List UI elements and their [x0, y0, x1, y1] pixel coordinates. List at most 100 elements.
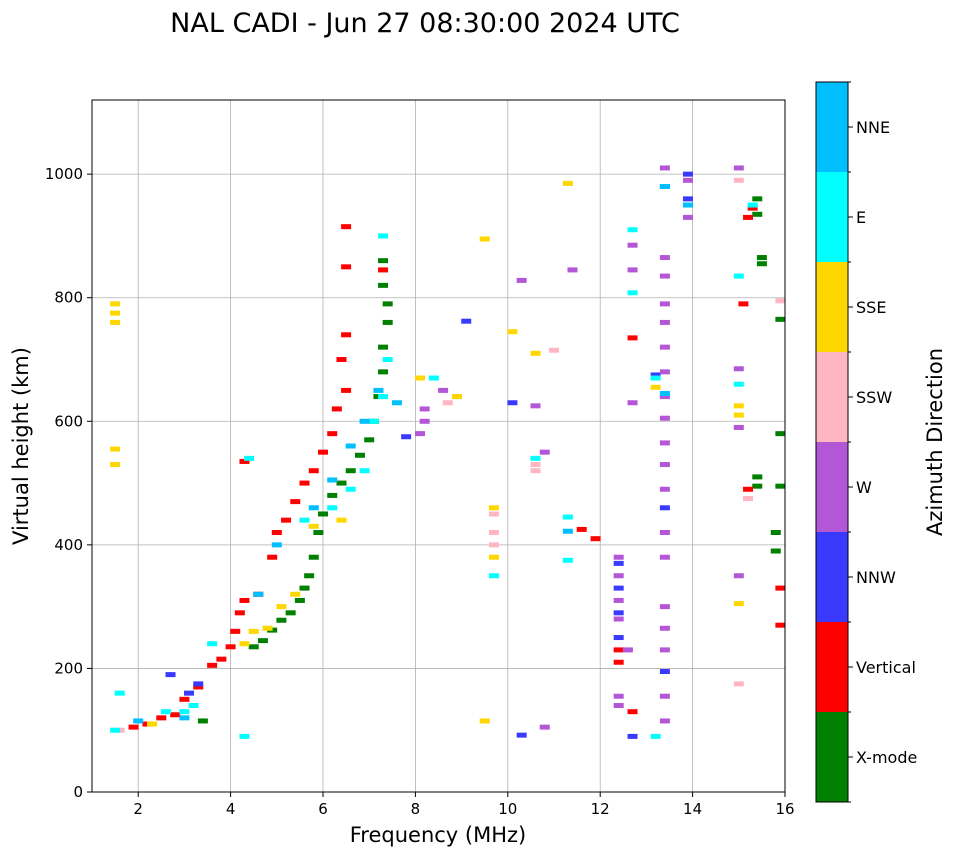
echo-point [627, 290, 638, 296]
echo-point [299, 480, 310, 486]
echo-point [285, 610, 296, 616]
echo-point [248, 644, 259, 650]
echo-point [743, 496, 754, 502]
echo-point [110, 446, 121, 452]
colorbar-swatch [816, 82, 848, 172]
colorbar-tick-label: Vertical [856, 658, 916, 677]
echo-point [682, 171, 693, 177]
y-tick-label: 800 [54, 289, 83, 307]
echo-point [530, 468, 541, 474]
echo-point [682, 202, 693, 208]
echo-point [488, 573, 499, 579]
echo-point [775, 298, 786, 304]
echo-point [659, 344, 670, 350]
echo-point [271, 542, 282, 548]
echo-point [627, 400, 638, 406]
echo-point [775, 585, 786, 591]
colorbar-tick-label: X-mode [856, 748, 917, 767]
echo-point [507, 329, 518, 335]
echo-point [271, 530, 282, 535]
echo-point [110, 462, 121, 468]
echo-point [613, 554, 624, 560]
echo-point [530, 403, 541, 409]
echo-point [341, 224, 352, 230]
echo-point [267, 554, 278, 560]
echo-point [207, 662, 218, 668]
echo-point [373, 387, 384, 393]
echo-point [613, 560, 624, 566]
echo-point [415, 431, 426, 437]
colorbar-tick-label: NNW [856, 568, 896, 587]
plot-background [92, 100, 785, 792]
series-e [110, 202, 758, 739]
echo-point [318, 449, 328, 455]
echo-point [290, 499, 301, 505]
echo-point [613, 616, 624, 622]
echo-point [276, 617, 287, 623]
echo-point [622, 647, 633, 653]
echo-point [488, 554, 499, 560]
series-w [415, 165, 744, 730]
echo-point [659, 301, 670, 307]
echo-point [539, 449, 550, 455]
echo-point [756, 261, 767, 267]
echo-point [562, 180, 573, 186]
echo-point [775, 431, 786, 437]
echo-point [341, 332, 352, 338]
chart-title: NAL CADI - Jun 27 08:30:00 2024 UTC [170, 8, 680, 39]
echo-point [659, 625, 670, 631]
echo-point [364, 437, 375, 443]
echo-point [345, 443, 356, 449]
echo-point [549, 347, 559, 353]
echo-point [419, 418, 430, 424]
echo-point [428, 375, 439, 381]
echo-point [682, 196, 693, 202]
colorbar: X-mode Vertical NNW W SSW SSE E NNE [815, 81, 917, 803]
echo-point [650, 375, 661, 381]
echo-point [733, 403, 744, 409]
echo-point [368, 418, 379, 424]
echo-point [733, 681, 744, 687]
echo-point [184, 690, 195, 696]
echo-point [650, 733, 661, 739]
colorbar-swatch [816, 352, 848, 442]
echo-point [562, 528, 573, 534]
echo-point [590, 536, 601, 542]
colorbar-tick-label: SSW [856, 388, 892, 407]
echo-point [253, 591, 264, 597]
echo-point [378, 394, 389, 400]
echo-point [659, 184, 670, 189]
echo-point [257, 638, 268, 644]
echo-point [336, 357, 347, 362]
echo-point [613, 647, 624, 653]
echo-point [110, 310, 121, 316]
series-sse [110, 180, 744, 727]
echo-point [733, 601, 744, 607]
echo-point [378, 344, 389, 350]
series-nne [133, 184, 693, 724]
echo-point [239, 458, 250, 464]
echo-point [308, 554, 319, 560]
echo-point [281, 517, 292, 523]
echo-point [743, 486, 754, 492]
echo-point [627, 267, 638, 273]
echo-point [530, 455, 541, 461]
echo-point [659, 415, 670, 421]
echo-point [299, 517, 310, 523]
x-axis-label: Frequency (MHz) [350, 823, 526, 847]
echo-point [165, 672, 176, 678]
echo-point [391, 400, 402, 406]
echo-point [507, 400, 518, 406]
echo-point [659, 394, 670, 400]
echo-point [239, 597, 250, 603]
echo-point [262, 625, 273, 631]
echo-point [770, 548, 781, 554]
x-tick-label: 6 [318, 800, 328, 818]
echo-point [336, 480, 347, 486]
echo-point [659, 505, 670, 511]
echo-point [733, 165, 744, 171]
echo-point [659, 369, 670, 375]
echo-point [530, 350, 541, 356]
colorbar-swatch [816, 172, 848, 262]
echo-point [752, 483, 763, 489]
